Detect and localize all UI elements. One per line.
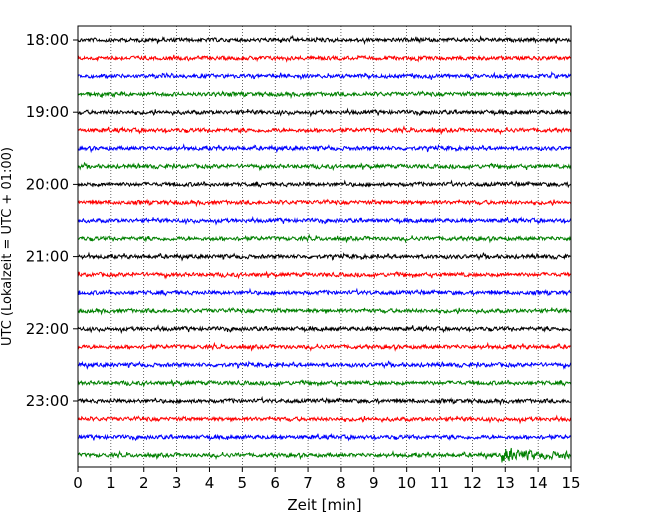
y-tick-label: 18:00: [26, 31, 69, 49]
y-axis: 18:00 19:00 20:00 21:00 22:00 23:00: [26, 31, 78, 410]
seismogram-trace: [77, 270, 572, 280]
x-tick-label: 2: [139, 474, 149, 492]
seismogram-trace: [77, 324, 572, 335]
x-tick-label: 4: [205, 474, 215, 492]
seismogram-trace: [77, 432, 572, 442]
x-tick-label: 8: [336, 474, 346, 492]
x-tick-label: 3: [172, 474, 182, 492]
x-tick-label: 12: [463, 474, 482, 492]
x-tick-label: 10: [397, 474, 416, 492]
seismogram-trace: [77, 90, 572, 100]
seismogram-trace: [77, 215, 572, 226]
y-axis-label: UTC (Lokalzeit = UTC + 01:00): [0, 147, 15, 346]
seismogram-trace: [77, 395, 572, 406]
x-tick-label: 0: [73, 474, 83, 492]
x-axis: 0 1 2 3 4 5 6 7 8 9 10 11 12 13 14 15: [73, 467, 581, 492]
seismogram-trace: [77, 143, 572, 154]
x-tick-label: 1: [106, 474, 116, 492]
seismogram-trace: [77, 71, 572, 82]
seismogram-trace: [77, 360, 572, 370]
seismogram-trace: [77, 287, 572, 297]
y-tick-label: 20:00: [26, 175, 69, 193]
x-tick-label: 11: [430, 474, 449, 492]
seismogram-trace: [77, 447, 572, 463]
x-axis-label: Zeit [min]: [287, 496, 361, 514]
seismogram-trace: [77, 233, 572, 244]
seismogram-trace: [77, 198, 572, 208]
seismogram-trace: [77, 341, 572, 352]
seismogram-trace: [77, 161, 572, 172]
seismogram-traces: [77, 34, 572, 463]
x-tick-label: 15: [561, 474, 580, 492]
x-tick-label: 13: [496, 474, 515, 492]
x-tick-label: 6: [270, 474, 280, 492]
seismogram-trace: [77, 414, 572, 425]
y-tick-label: 23:00: [26, 392, 69, 410]
y-tick-label: 19:00: [26, 103, 69, 121]
seismogram-trace: [77, 125, 572, 136]
x-tick-label: 7: [303, 474, 313, 492]
plot-frame: [77, 25, 572, 468]
seismogram-trace: [77, 306, 572, 316]
seismogram-trace: [77, 34, 572, 46]
y-tick-label: 21:00: [26, 248, 69, 266]
y-tick-label: 22:00: [26, 320, 69, 338]
x-tick-label: 14: [529, 474, 548, 492]
x-tick-label: 9: [369, 474, 379, 492]
seismogram-trace: [77, 54, 572, 63]
seismogram-trace: [77, 251, 572, 262]
seismogram-trace: [77, 107, 572, 118]
seismogram-trace: [77, 378, 572, 388]
seismogram-trace: [77, 179, 572, 189]
x-tick-label: 5: [238, 474, 248, 492]
